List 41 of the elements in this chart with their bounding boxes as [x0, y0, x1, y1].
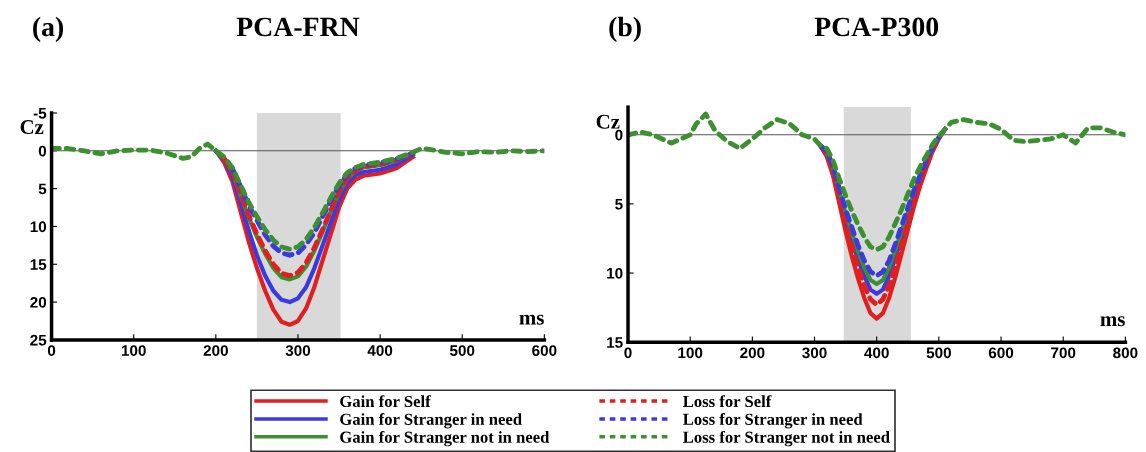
- legend-label: Gain for Stranger in need: [340, 412, 522, 429]
- text: (a): [33, 16, 64, 42]
- x-tick-label: 500: [926, 347, 951, 359]
- x-tick-label: 400: [367, 345, 393, 356]
- y-tick-label: 10: [30, 221, 47, 233]
- x-tick-label: 100: [678, 347, 703, 359]
- x-tick-label: 200: [203, 345, 228, 356]
- y-tick-label: 5: [615, 198, 623, 210]
- legend-label: Gain for Self: [340, 395, 431, 408]
- y-tick-label: 10: [607, 267, 623, 279]
- y-tick-label: 0: [615, 129, 623, 141]
- x-tick-label: 500: [449, 345, 475, 356]
- y-axis-title: Cz: [596, 114, 620, 129]
- x-tick-label: 800: [1113, 347, 1138, 359]
- y-tick-label: 0: [38, 145, 47, 157]
- legend-label: Loss for Self: [683, 395, 772, 408]
- y-tick-label: 5: [38, 183, 47, 195]
- x-tick-label: 300: [285, 345, 311, 357]
- y-tick-label: 20: [30, 296, 47, 308]
- x-axis-title: ms: [519, 314, 544, 325]
- legend-label: Loss for Stranger not in need: [683, 430, 890, 447]
- x-tick-label: 300: [802, 347, 827, 359]
- x-tick-label: 400: [864, 347, 889, 359]
- text: (b): [609, 16, 641, 42]
- x-tick-label: 100: [121, 345, 146, 356]
- chart-title: PCA-P300: [814, 17, 939, 37]
- legend-label: Loss for Stranger in need: [683, 412, 863, 429]
- x-tick-label: 0: [47, 345, 56, 356]
- y-axis-title: Cz: [20, 120, 44, 135]
- x-tick-label: 600: [988, 347, 1014, 359]
- x-axis-title: ms: [1100, 316, 1125, 327]
- y-tick-label: -5: [33, 108, 47, 119]
- x-tick-label: 600: [532, 345, 557, 356]
- chart-title: PCA-FRN: [236, 17, 360, 37]
- x-tick-label: 0: [624, 347, 632, 359]
- y-tick-label: 15: [607, 337, 623, 348]
- x-tick-label: 200: [740, 347, 765, 359]
- y-tick-label: 25: [30, 334, 47, 346]
- legend-label: Gain for Stranger not in need: [340, 430, 550, 447]
- x-tick-label: 700: [1051, 347, 1076, 359]
- y-tick-label: 15: [30, 259, 47, 270]
